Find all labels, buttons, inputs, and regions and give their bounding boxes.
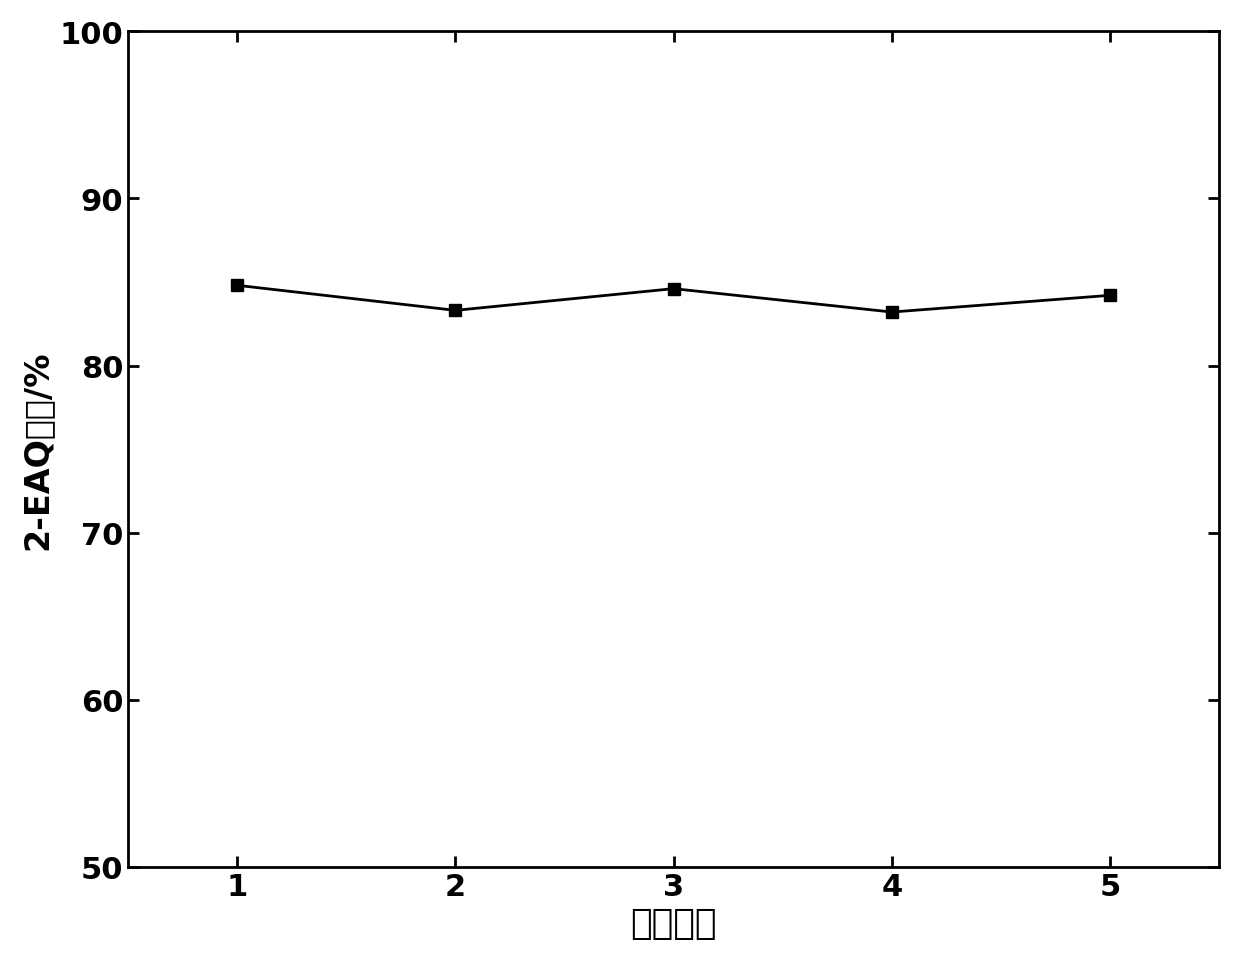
X-axis label: 使用次数: 使用次数 [630, 906, 717, 940]
Y-axis label: 2-EAQ收率/%: 2-EAQ收率/% [21, 350, 53, 550]
